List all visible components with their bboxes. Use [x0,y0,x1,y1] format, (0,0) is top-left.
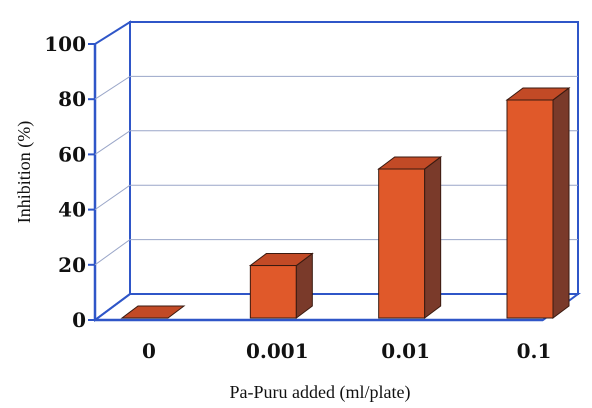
x-tick-label: 0.1 [517,339,552,363]
bar-front [506,99,554,319]
bar-top [248,253,314,267]
y-tick-label: 80 [58,87,86,111]
chart-frame [91,20,582,322]
gridline-side [94,130,131,155]
y-tick-label: 100 [44,32,86,56]
y-tick-label: 40 [58,198,86,222]
bar-top [377,156,443,170]
y-tick-label: 60 [58,142,86,166]
y-tick-labels: 0 20 40 60 80 100 [44,32,95,332]
gridline-side [94,239,131,266]
x-axis-label: Pa-Puru added (ml/plate) [230,382,411,403]
y-tick-label: 0 [72,308,86,332]
bar-front [378,168,426,319]
bar [505,86,571,319]
bars [120,86,571,319]
bar [120,305,186,319]
x-tick-label: 0 [142,339,156,363]
y-tick-label: 20 [58,253,86,277]
bar [248,252,314,319]
gridline-side [94,75,131,100]
gridlines [94,75,578,266]
bar-top [505,87,571,101]
bar-side [552,86,570,319]
gridline-side [94,184,131,211]
bar-side [424,155,442,319]
side-wall [94,20,131,322]
x-tick-label: 0.01 [381,339,430,363]
x-tick-labels: 0 0.001 0.01 0.1 [142,339,551,363]
bar [377,155,443,319]
bar-front [249,265,297,319]
x-tick-label: 0.001 [246,339,309,363]
bar-top [120,305,186,319]
y-axis-label: Inhibition (%) [14,121,35,223]
